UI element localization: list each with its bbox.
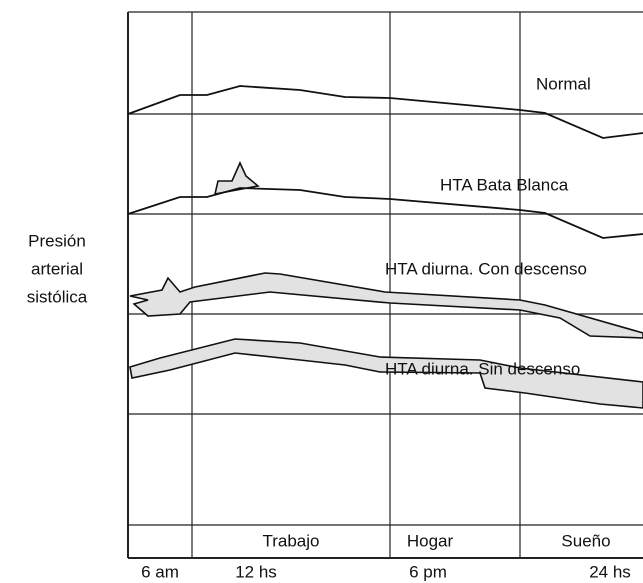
time-label: 24 hs <box>589 562 631 581</box>
time-label: 6 am <box>141 562 179 581</box>
white-coat-curve <box>127 187 643 239</box>
y-axis-label: arterial <box>31 259 83 278</box>
dipper-band <box>129 272 643 339</box>
time-label: 6 pm <box>409 562 447 581</box>
frame <box>127 11 643 559</box>
curve-label: HTA diurna. Con descenso <box>385 259 587 278</box>
normal-curve <box>127 85 643 139</box>
curve-label: Normal <box>536 74 591 93</box>
y-axis-label: sistólica <box>27 287 88 306</box>
white-coat-peak <box>213 161 260 196</box>
period-label: Sueño <box>561 531 610 550</box>
curve-label: HTA Bata Blanca <box>440 175 569 194</box>
time-label: 12 hs <box>235 562 277 581</box>
period-label: Trabajo <box>262 531 319 550</box>
curve-label: HTA diurna. Sin descenso <box>385 359 580 378</box>
non-dipper-band <box>129 338 643 409</box>
y-axis-label: Presión <box>28 231 86 250</box>
period-label: Hogar <box>407 531 454 550</box>
